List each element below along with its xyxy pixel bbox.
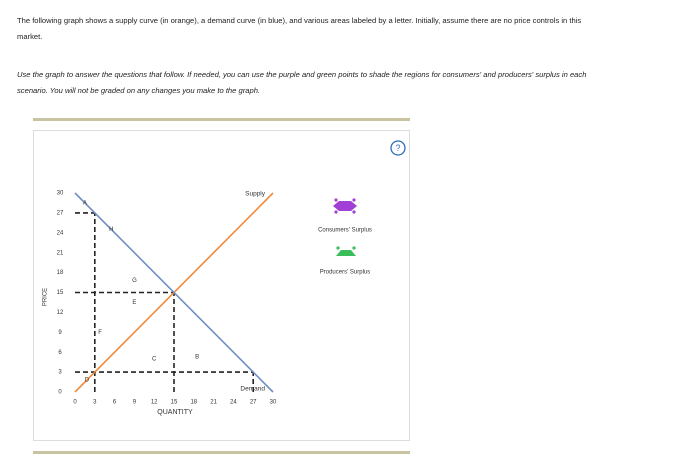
y-tick-label: 27 [57,210,64,216]
graph-panel [33,130,410,441]
x-tick-label: 6 [113,400,117,406]
instruction-text: Use the graph to answer the questions th… [17,70,587,95]
tool-point[interactable] [336,246,340,250]
curve-label: Demand [240,386,265,393]
x-tick-label: 12 [151,400,158,406]
tool-label: Producers' Surplus [320,270,371,276]
area-label: B [195,354,199,360]
instruction-text: The following graph shows a supply curve… [17,16,582,41]
x-tick-label: 15 [171,400,178,406]
curve-label: Supply [245,191,266,198]
y-tick-label: 12 [57,310,64,316]
y-tick-label: 0 [58,390,62,396]
x-tick-label: 27 [250,400,257,406]
area-label: H [109,227,113,233]
area-label: D [85,378,90,384]
x-tick-label: 21 [210,400,217,406]
tool-point[interactable] [352,198,356,202]
tool-label: Consumers' Surplus [318,228,372,234]
help-button[interactable] [390,140,406,156]
y-tick-label: 24 [57,230,64,236]
area-label: F [98,330,102,336]
area-label: A [83,201,87,207]
area-label: G [132,278,137,284]
x-tick-label: 18 [190,400,197,406]
y-tick-label: 9 [58,330,62,336]
x-tick-label: 9 [133,400,137,406]
tool-point[interactable] [334,210,338,214]
x-tick-label: 0 [73,400,77,406]
x-tick-label: 30 [270,400,277,406]
tool-point[interactable] [352,210,356,214]
y-tick-label: 15 [57,290,64,296]
x-tick-label: 3 [93,400,97,406]
x-axis-label: QUANTITY [157,409,193,416]
tool-point[interactable] [334,198,338,202]
help-icon[interactable]: ? [395,143,400,153]
y-tick-label: 6 [58,350,62,356]
curve [74,192,274,393]
y-tick-label: 30 [57,191,64,197]
y-tick-label: 3 [58,370,62,376]
separator [33,451,410,454]
consumer-surplus-tool[interactable] [333,201,357,211]
area-label: C [152,356,157,362]
x-tick-label: 24 [230,400,237,406]
area-label: E [132,300,136,306]
producer-surplus-tool[interactable] [336,250,356,256]
separator [33,118,410,121]
tool-point[interactable] [352,246,356,250]
y-tick-label: 18 [57,270,64,276]
y-tick-label: 21 [57,250,64,256]
y-axis-label: PRICE [43,288,49,306]
